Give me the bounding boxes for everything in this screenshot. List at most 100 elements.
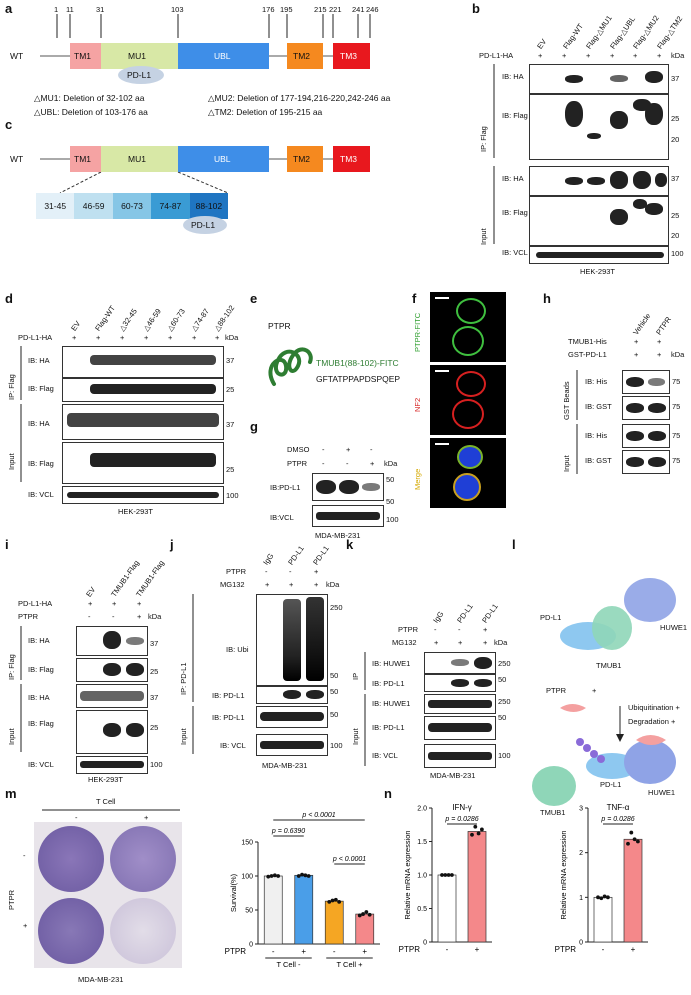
panel-label-f: f <box>412 291 417 306</box>
mu1-segments: 31-45 46-59 60-73 74-87 88-102 <box>36 193 229 219</box>
c-pdl1-ellipse: PD-L1 <box>183 216 227 234</box>
chart0-x-label: + <box>362 947 367 956</box>
chart1-bar <box>437 874 457 943</box>
segment-60-73: 60-73 <box>112 193 152 219</box>
chart0-point <box>269 874 274 878</box>
wt-label: WT <box>10 51 24 61</box>
chart0-pvalue: p < 0.0001 <box>301 812 335 819</box>
g-blot-vcl <box>312 505 384 527</box>
domain-mu1: MU1 <box>101 43 178 69</box>
chart0-point <box>330 898 335 903</box>
chart1-ytick-label: 1.0 <box>417 873 427 880</box>
chart1-point <box>446 873 451 877</box>
j-blot-ip-pdl1 <box>256 686 328 704</box>
k-blot-input-pdl1 <box>424 716 496 740</box>
chart2-point <box>626 841 630 846</box>
f-image-merge <box>430 438 506 508</box>
chart2-point <box>599 896 604 901</box>
m-tcell-label: T Cell <box>96 797 116 806</box>
i-blot-input-vcl <box>76 756 148 774</box>
i-blot-ip-flag <box>76 658 148 682</box>
pos-11: 11 <box>66 5 74 14</box>
chart1-ylabel: Relative mRNA expression <box>403 830 412 919</box>
domain-tm2: TM2 <box>287 43 323 69</box>
chart1-point <box>476 831 481 836</box>
pos-176: 176 <box>262 5 275 14</box>
b-row-label: PD-L1-HA <box>479 51 514 60</box>
panel-label-d: d <box>5 291 13 306</box>
chart2-x-label: - <box>602 945 605 954</box>
l-degradation: Degradation + <box>628 717 676 726</box>
panel-label-b: b <box>472 1 480 16</box>
e-title: PTPR <box>268 321 291 331</box>
c-domain-ubl: UBL <box>178 146 269 172</box>
chart0-point <box>306 874 311 878</box>
k-blot-ip-pdl1 <box>424 674 496 692</box>
domain-tm3: TM3 <box>333 43 370 69</box>
pdl1-ellipse: PD-L1 <box>118 66 164 84</box>
i-blot-ip-ha <box>76 626 148 656</box>
chart0-ylabel: Survival(%) <box>229 873 238 912</box>
note-mu1: △MU1: Deletion of 32-102 aa <box>34 93 145 103</box>
d-blot-ip-ha <box>62 346 224 378</box>
e-sequence: GFTATPPAPDSPQEP <box>316 374 401 384</box>
b-cell-line: HEK-293T <box>580 267 616 276</box>
j-blot-input-pdl1 <box>256 706 328 728</box>
l-huwe1-bottom: HUWE1 <box>648 788 676 797</box>
domain-tm1: TM1 <box>70 43 101 69</box>
chart0-point <box>364 910 369 914</box>
note-tm2: △TM2: Deletion of 195-215 aa <box>208 107 323 117</box>
panel-label-a: a <box>5 1 13 16</box>
chart2-point <box>629 830 634 835</box>
e-label: TMUB1(88-102)-FITC <box>316 358 399 368</box>
h-blot-input-gst <box>622 450 670 474</box>
chart1-ytick-label: 1.5 <box>417 839 427 846</box>
chart1-point <box>450 873 454 877</box>
chart1-title: IFN-γ <box>452 803 472 812</box>
chart0-point <box>272 873 277 878</box>
pos-246: 246 <box>366 5 379 14</box>
chart0-x-label: + <box>301 947 306 956</box>
panel-label-m: m <box>5 786 17 801</box>
k-blot-input-vcl <box>424 744 496 768</box>
g-blot-pdl1 <box>312 473 384 501</box>
chart2-point <box>636 839 640 844</box>
d-blot-input-ha <box>62 404 224 440</box>
h-blot-input-his <box>622 424 670 448</box>
f-image-nf2 <box>430 365 506 435</box>
chart1-point <box>473 824 478 829</box>
chart0-point <box>327 899 332 904</box>
chart1-pvalue: p = 0.0286 <box>444 816 478 823</box>
chart0-point <box>357 913 362 918</box>
chart2-bar <box>593 896 613 943</box>
chart2-bar <box>623 838 643 943</box>
i-blot-input-ha <box>76 684 148 708</box>
chart2-ylabel: Relative mRNA expression <box>559 830 568 919</box>
pos-215: 215 <box>314 5 327 14</box>
pos-195: 195 <box>280 5 293 14</box>
chart1-ytick-label: 0.5 <box>417 906 427 913</box>
b-blot-ip-ha <box>529 64 669 94</box>
chart1-point <box>443 873 448 877</box>
l-tmub1-bottom: TMUB1 <box>540 808 566 817</box>
l-tmub1-top: TMUB1 <box>596 661 622 670</box>
chart2-point <box>596 895 600 900</box>
panel-label-n: n <box>384 786 392 801</box>
domain-ubl: UBL <box>178 43 269 69</box>
c-domain-tm3: TM3 <box>333 146 370 172</box>
chart1-xrow-label: PTPR <box>399 945 421 954</box>
d-blot-input-vcl <box>62 486 224 504</box>
chart0-point <box>300 872 304 877</box>
i-blot-input-flag <box>76 710 148 754</box>
j-blot-input-vcl <box>256 734 328 756</box>
note-mu2: △MU2: Deletion of 177-194,216-220,242-24… <box>208 93 391 103</box>
d-blot-input-flag <box>62 442 224 484</box>
chart1-ytick-label: 2.0 <box>417 806 427 813</box>
segment-74-87: 74-87 <box>151 193 190 219</box>
l-pdl1-top: PD-L1 <box>540 613 562 622</box>
chart2-ytick-label: 2 <box>579 850 583 857</box>
panel-label-j: j <box>170 537 174 552</box>
panel-label-k: k <box>346 537 354 552</box>
chart0-point <box>337 899 342 904</box>
